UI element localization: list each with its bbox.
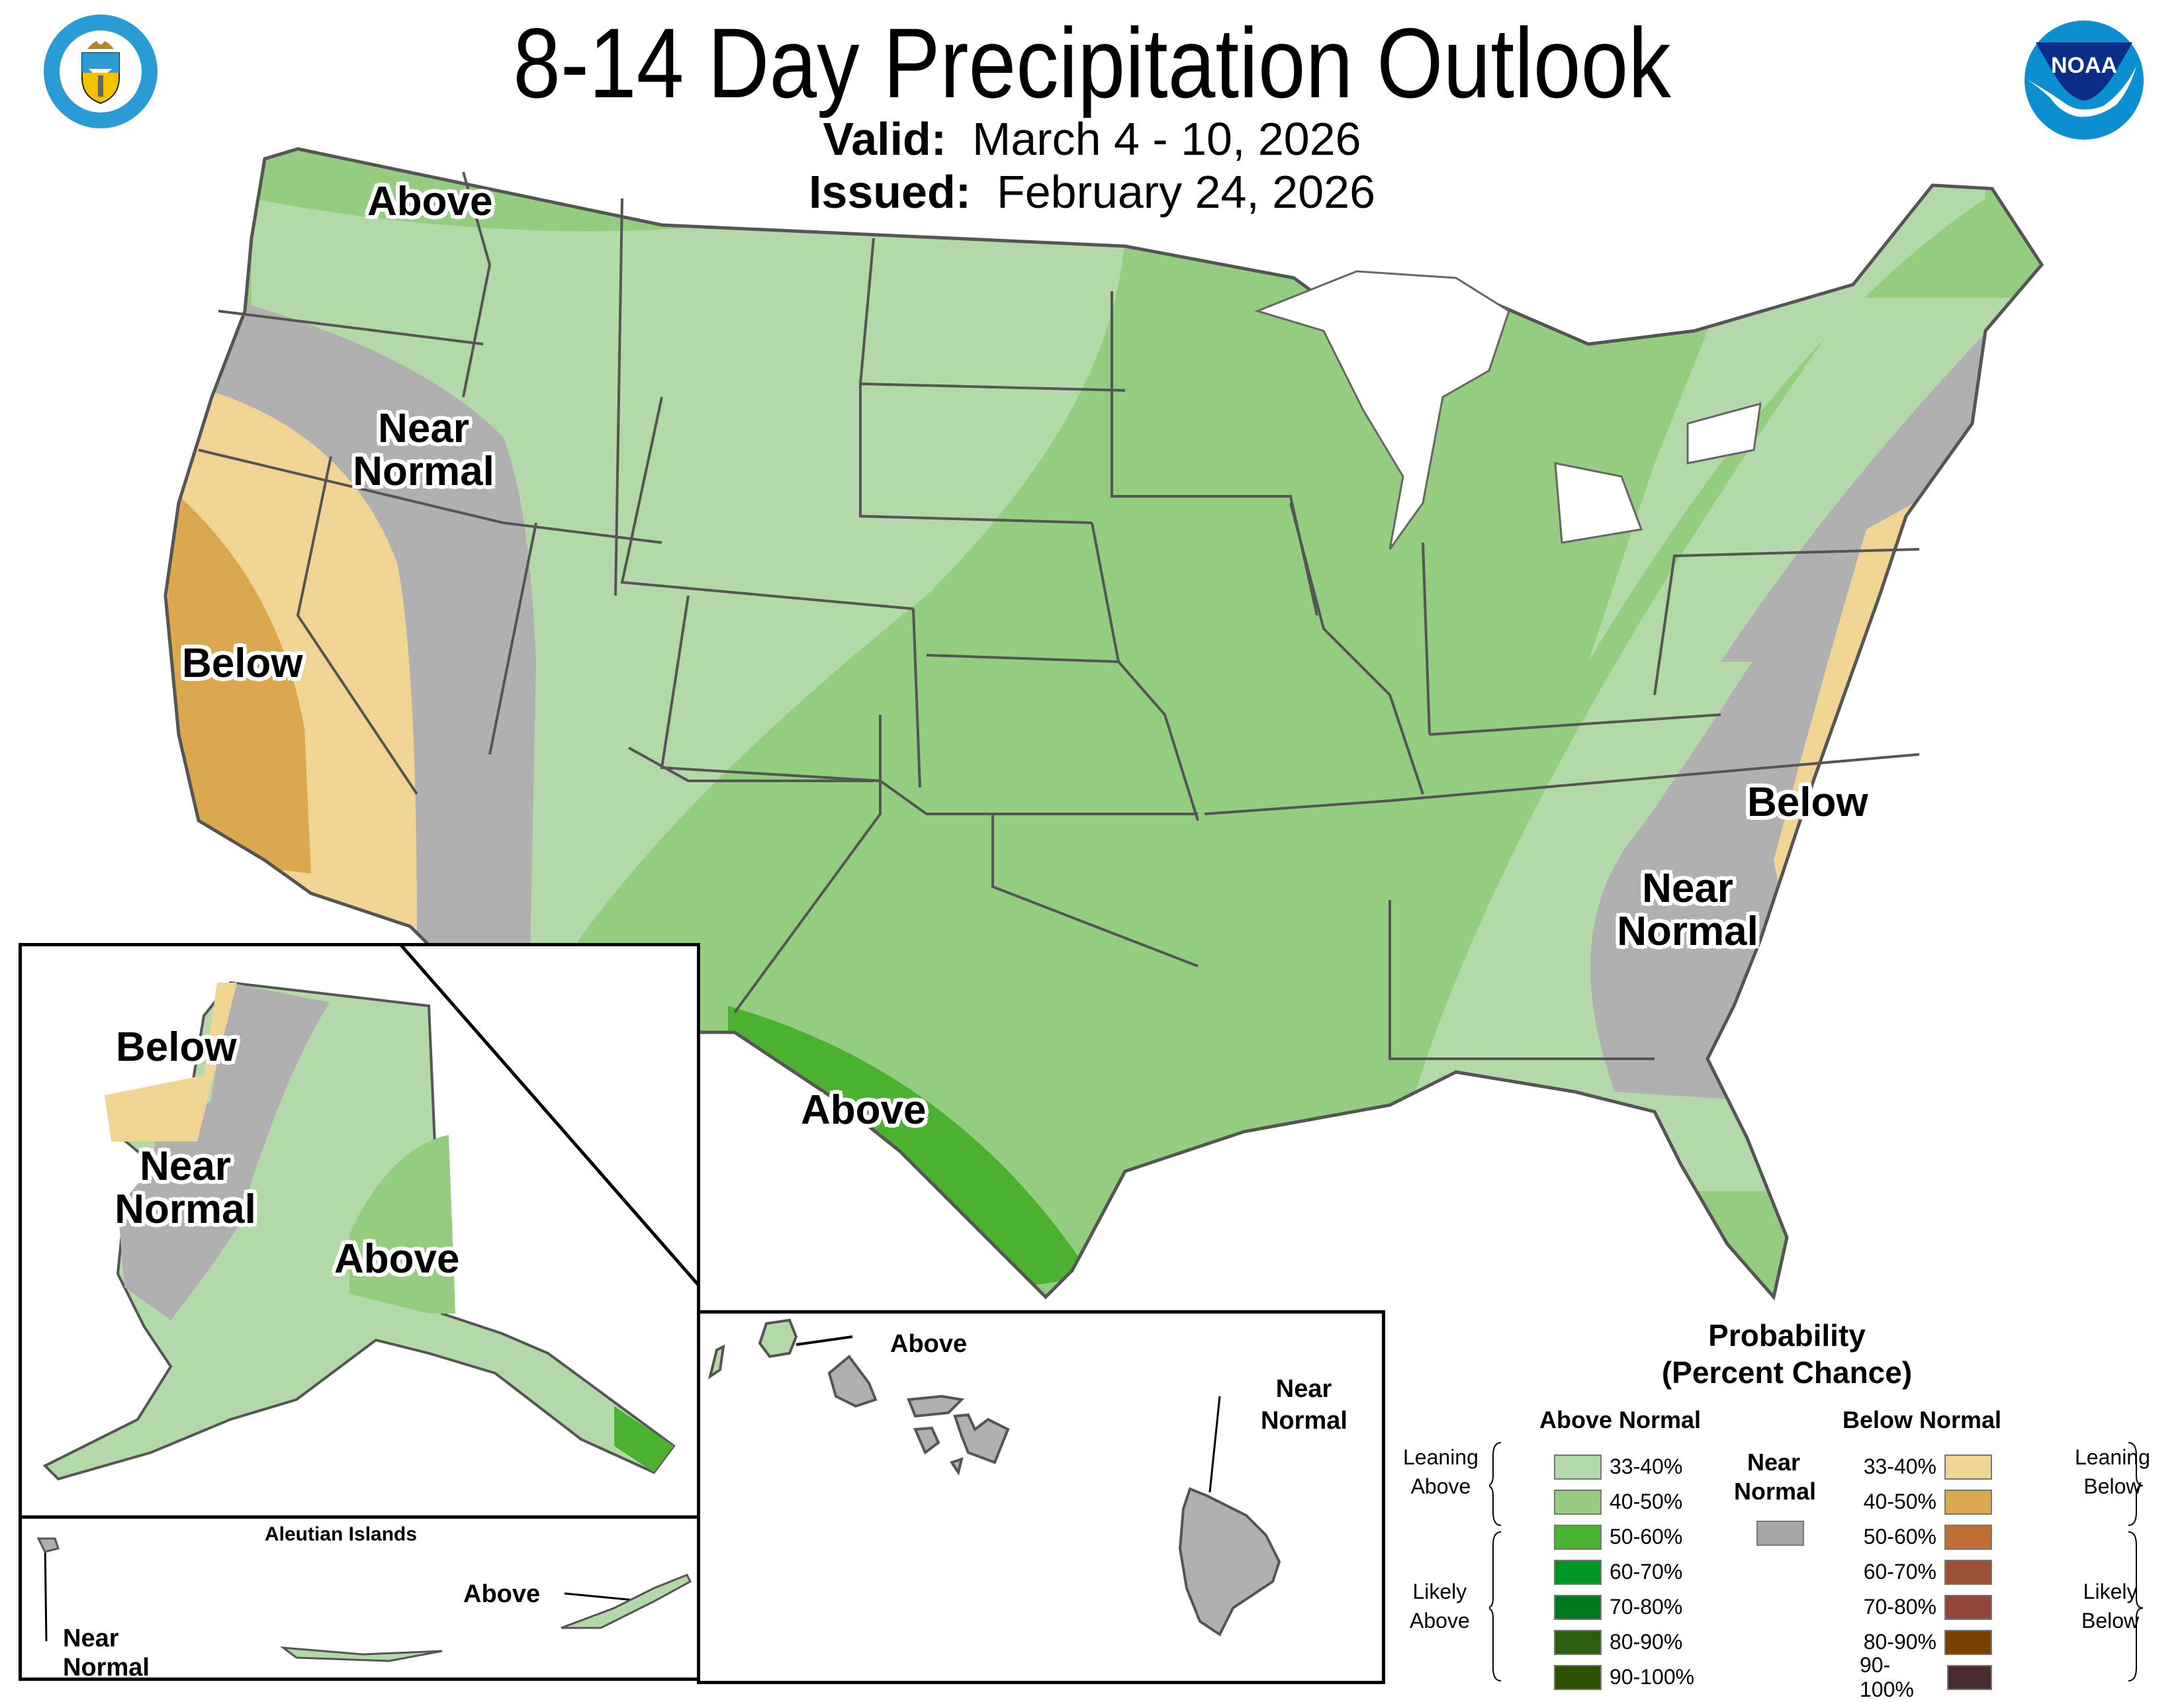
noaa-logo-icon: NOAA xyxy=(2025,21,2144,140)
legend-title-line1: Probability xyxy=(1708,1318,1866,1353)
department-of-commerce-seal-icon xyxy=(44,15,158,128)
legend-swatch xyxy=(1554,1629,1602,1655)
legend-item: 60-70% xyxy=(1860,1554,1992,1590)
legend-leaning-above: Leaning Above xyxy=(1403,1445,1479,1498)
legend-item: 50-60% xyxy=(1860,1519,1992,1554)
legend-swatch xyxy=(1944,1454,1992,1480)
legend-item: 50-60% xyxy=(1554,1519,1694,1554)
legend-title-line2: (Percent Chance) xyxy=(1661,1355,1913,1390)
legend-swatch xyxy=(1944,1594,1992,1620)
map-title: 8-14 Day Precipitation Outlook xyxy=(513,7,1671,118)
label-hawaii-near-normal: Near Normal xyxy=(1261,1375,1347,1435)
label-alaska-near-normal: Near Normal xyxy=(114,1143,256,1233)
label-texas-above: Above xyxy=(801,1087,927,1133)
legend-item: 90-100% xyxy=(1554,1660,1694,1695)
legend-likely-above: Likely Above xyxy=(1410,1580,1470,1633)
legend-swatch-near-normal xyxy=(1756,1521,1804,1546)
legend-above-list: 33-40% 40-50% 50-60% 60-70% 70-80% 80-90… xyxy=(1554,1449,1694,1695)
legend-swatch xyxy=(1554,1454,1602,1480)
label-alaska-above: Above xyxy=(334,1236,460,1282)
legend-below-list: 33-40% 40-50% 50-60% 60-70% 70-80% 80-90… xyxy=(1860,1449,1992,1701)
hawaii-inset xyxy=(697,1310,1385,1684)
hawaii-map xyxy=(707,1318,1281,1636)
legend-item: 40-50% xyxy=(1860,1484,1992,1519)
legend-item: 70-80% xyxy=(1554,1590,1694,1625)
svg-text:NOAA: NOAA xyxy=(2051,53,2117,78)
legend-swatch xyxy=(1554,1524,1602,1550)
label-southeast-near-normal: Near Normal xyxy=(1617,866,1758,955)
legend-swatch xyxy=(1554,1559,1602,1585)
legend-swatch xyxy=(1944,1629,1992,1655)
label-aleutian-above: Above xyxy=(463,1580,541,1608)
legend-swatch xyxy=(1944,1524,1992,1550)
legend-swatch xyxy=(1947,1664,1992,1690)
legend: Probability (Percent Chance) xyxy=(1390,1317,2184,1391)
issued-label: Issued: xyxy=(808,166,972,218)
legend-above-header: Above Normal xyxy=(1539,1406,1702,1433)
issued-date: Issued: February 24, 2026 xyxy=(0,165,2184,218)
legend-swatch xyxy=(1944,1559,1992,1585)
legend-below-header: Below Normal xyxy=(1843,1406,2002,1433)
legend-item: 40-50% xyxy=(1554,1484,1694,1519)
legend-item: 80-90% xyxy=(1554,1625,1694,1660)
legend-likely-below: Likely Below xyxy=(2081,1580,2140,1633)
legend-swatch xyxy=(1944,1489,1992,1515)
valid-value: March 4 - 10, 2026 xyxy=(972,113,1361,165)
legend-item: 60-70% xyxy=(1554,1554,1694,1590)
valid-dates: Valid: March 4 - 10, 2026 xyxy=(0,112,2184,165)
legend-leaning-below: Leaning Below xyxy=(2075,1445,2150,1498)
valid-label: Valid: xyxy=(823,113,947,165)
legend-item: 80-90% xyxy=(1860,1625,1992,1660)
legend-item: 90-100% xyxy=(1860,1653,1992,1701)
label-west-near-normal: Near Normal xyxy=(353,406,494,495)
label-aleutian-near-normal: Near Normal xyxy=(63,1625,150,1681)
legend-near-header: Near Normal xyxy=(1734,1449,1817,1505)
label-alaska-below: Below xyxy=(116,1024,237,1070)
aleutian-title: Aleutian Islands xyxy=(265,1523,418,1545)
issued-value: February 24, 2026 xyxy=(996,166,1375,218)
aleutian-map xyxy=(36,1537,692,1662)
legend-swatch xyxy=(1554,1594,1602,1620)
legend-item: 33-40% xyxy=(1860,1449,1992,1484)
label-pnw-above: Above xyxy=(367,179,493,224)
legend-swatch xyxy=(1554,1664,1602,1690)
legend-item: 70-80% xyxy=(1860,1590,1992,1625)
label-california-below: Below xyxy=(182,641,303,686)
legend-item: 33-40% xyxy=(1554,1449,1694,1484)
label-nc-below: Below xyxy=(1747,780,1868,825)
label-hawaii-above: Above xyxy=(890,1330,968,1358)
legend-swatch xyxy=(1554,1489,1602,1515)
legend-braces xyxy=(1489,1442,2144,1681)
alaska-map xyxy=(42,943,700,1481)
